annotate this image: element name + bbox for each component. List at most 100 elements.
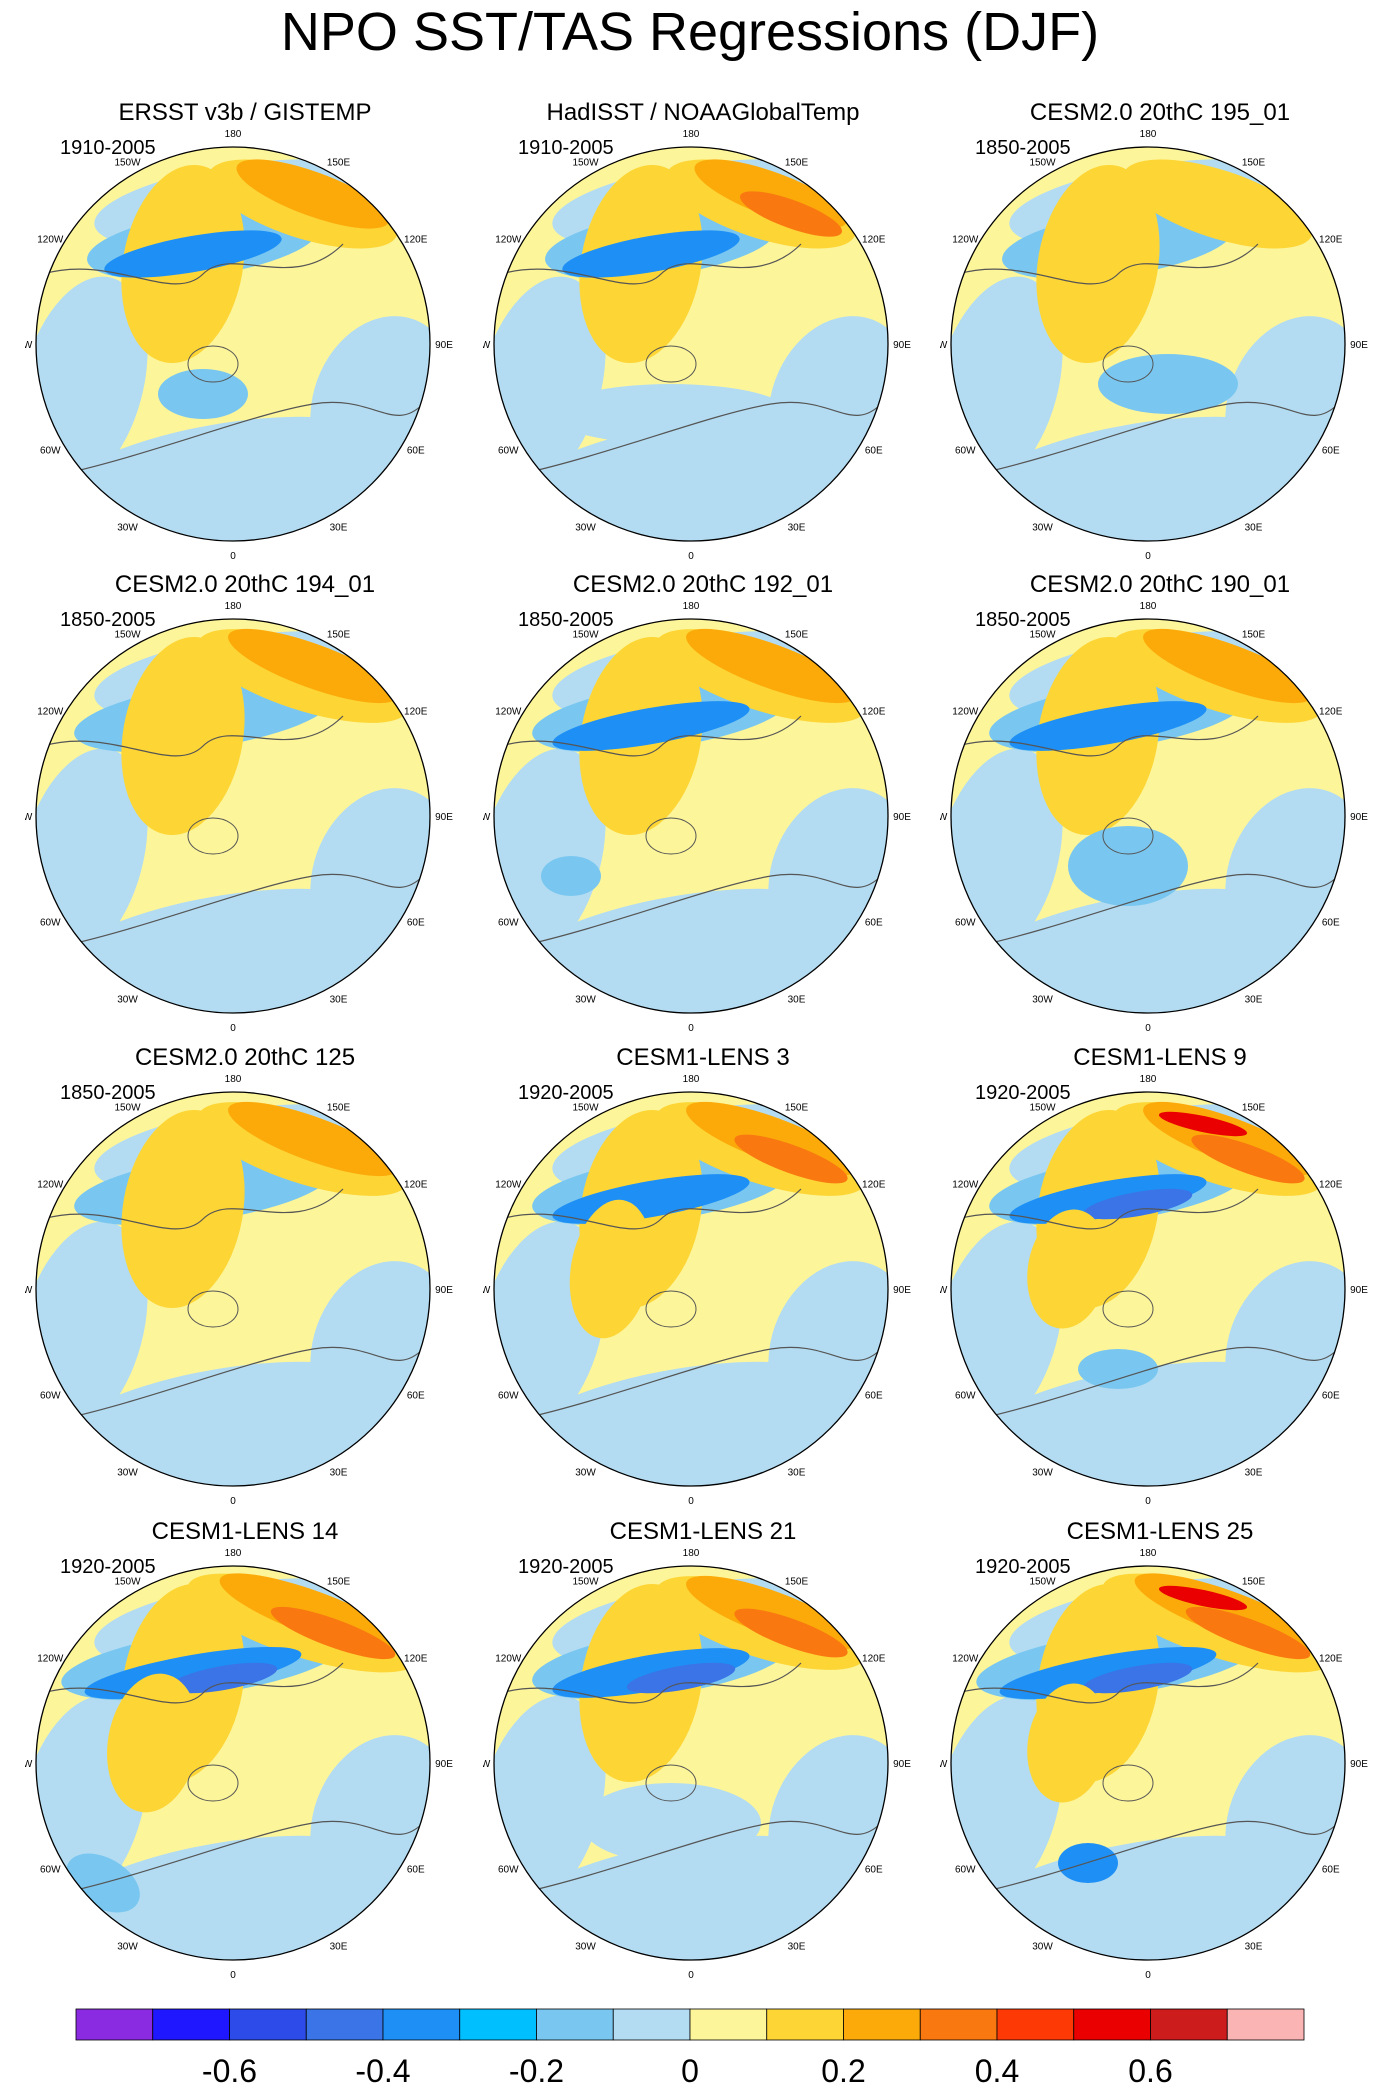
coastline — [187, 1290, 239, 1328]
longitude-label: 150E — [327, 629, 351, 640]
longitude-label: 30W — [117, 523, 138, 534]
colorbar-label: 0.6 — [1128, 2053, 1172, 2087]
longitude-label: 60E — [407, 1391, 425, 1402]
longitude-label: 60E — [1322, 918, 1340, 929]
colorbar-swatch — [152, 2008, 230, 2041]
coastline — [645, 345, 697, 383]
panel-title: CESM1-LENS 14 — [151, 1518, 339, 1545]
longitude-label: 180 — [225, 601, 242, 612]
longitude-label: 120E — [1319, 235, 1343, 246]
panel-period: 1850-2005 — [60, 609, 156, 631]
longitude-label: 120W — [952, 1180, 979, 1191]
longitude-label: 120E — [1319, 1180, 1343, 1191]
panel-period: 1920-2005 — [975, 1556, 1071, 1578]
anomaly-contour — [104, 230, 282, 278]
anomaly-contour — [541, 856, 601, 896]
anomaly-contour — [1191, 1134, 1305, 1184]
longitude-label: 150E — [1242, 629, 1266, 640]
longitude-label: 30W — [575, 995, 596, 1006]
longitude-label: 90E — [435, 340, 453, 351]
anomaly-contour — [168, 1662, 278, 1694]
longitude-label: 180 — [225, 129, 242, 140]
anomaly-contour — [1036, 164, 1160, 364]
longitude-label: 60W — [498, 1391, 519, 1402]
anomaly-contour — [236, 159, 390, 229]
longitude-label: 90W — [483, 812, 491, 823]
map-panel: 180 150E 120E 90E 60E 30E 0 30W 60W 90W 120W 150W Ha… — [483, 98, 923, 570]
longitude-label: 90W — [483, 340, 491, 351]
polar-map: 180 150E 120E 90E 60E 30E 0 30W 60W 90W 120W 150W — [940, 1548, 1368, 1981]
longitude-label: 90W — [25, 1285, 33, 1296]
longitude-label: 60E — [407, 918, 425, 929]
coastline — [1102, 345, 1154, 383]
longitude-label: 60E — [1322, 446, 1340, 457]
map-panel: 180 150E 120E 90E 60E 30E 0 30W 60W 90W 120W 150W CE… — [483, 1043, 923, 1515]
longitude-label: 30E — [788, 1942, 806, 1953]
anomaly-contour — [107, 1673, 199, 1813]
coastline — [187, 345, 239, 383]
anomaly-contour — [552, 701, 750, 751]
longitude-label: 30W — [1032, 1942, 1053, 1953]
panel-period: 1850-2005 — [975, 137, 1071, 159]
longitude-label: 60E — [1322, 1865, 1340, 1876]
polar-map: 180 150E 120E 90E 60E 30E 0 30W 60W 90W 120W 150W — [25, 1074, 453, 1507]
longitude-label: 30E — [788, 523, 806, 534]
colorbar-label: 0 — [681, 2053, 699, 2087]
coastline — [187, 1764, 239, 1802]
coastline — [957, 715, 1339, 947]
longitude-label: 150E — [327, 1576, 351, 1587]
longitude-label: 180 — [683, 129, 700, 140]
anomaly-contour — [1123, 159, 1313, 249]
map-panel: 180 150E 120E 90E 60E 30E 0 30W 60W 90W 120W 150W CE… — [940, 570, 1380, 1042]
longitude-label: 30E — [1245, 1468, 1263, 1479]
longitude-label: 60E — [407, 1865, 425, 1876]
polar-map: 180 150E 120E 90E 60E 30E 0 30W 60W 90W 120W 150W — [940, 601, 1368, 1034]
coastline — [42, 243, 424, 475]
longitude-label: 180 — [683, 1548, 700, 1559]
anomaly-contour — [551, 384, 791, 444]
longitude-label: 0 — [688, 1023, 694, 1034]
coastline — [957, 1662, 1339, 1894]
longitude-label: 120E — [404, 707, 428, 718]
map-panel: 180 150E 120E 90E 60E 30E 0 30W 60W 90W 120W 150W CE… — [25, 1043, 465, 1515]
longitude-label: 0 — [1145, 1970, 1151, 1981]
longitude-label: 150W — [114, 157, 141, 168]
panel-period: 1920-2005 — [518, 1082, 614, 1104]
longitude-label: 60E — [865, 918, 883, 929]
longitude-label: 60W — [40, 446, 61, 457]
longitude-label: 150W — [572, 157, 599, 168]
anomaly-contour — [121, 1109, 245, 1309]
longitude-label: 60E — [865, 1865, 883, 1876]
map-panel: 180 150E 120E 90E 60E 30E 0 30W 60W 90W 120W 150W CE… — [940, 98, 1380, 570]
longitude-label: 90W — [940, 340, 948, 351]
longitude-label: 90W — [940, 1759, 948, 1770]
longitude-label: 120E — [404, 1654, 428, 1665]
longitude-label: 90W — [940, 812, 948, 823]
longitude-label: 150E — [785, 157, 809, 168]
longitude-label: 30W — [575, 1942, 596, 1953]
longitude-label: 90E — [1350, 340, 1368, 351]
longitude-label: 30E — [1245, 523, 1263, 534]
map-panel: 180 150E 120E 90E 60E 30E 0 30W 60W 90W 120W 150W CE… — [25, 570, 465, 1042]
colorbar-swatch — [536, 2008, 614, 2041]
longitude-label: 90W — [940, 1285, 948, 1296]
longitude-label: 90E — [435, 1285, 453, 1296]
longitude-label: 120W — [495, 1180, 522, 1191]
map-panel: 180 150E 120E 90E 60E 30E 0 30W 60W 90W 120W 150W CE… — [940, 1043, 1380, 1515]
colorbar-label: -0.6 — [202, 2053, 257, 2087]
anomaly-contour — [228, 1101, 398, 1177]
longitude-label: 60E — [407, 446, 425, 457]
coastline — [500, 1188, 882, 1420]
longitude-label: 60E — [865, 446, 883, 457]
panel-title: CESM1-LENS 3 — [616, 1044, 790, 1071]
longitude-label: 30W — [1032, 1468, 1053, 1479]
longitude-label: 150E — [1242, 1102, 1266, 1113]
anomaly-contour — [1083, 1662, 1193, 1694]
colorbar-swatch — [459, 2008, 537, 2041]
coastline — [957, 1188, 1339, 1420]
coastline — [1102, 1764, 1154, 1802]
anomaly-contour — [740, 191, 842, 237]
colorbar-swatch — [996, 2008, 1075, 2041]
panel-period: 1920-2005 — [60, 1556, 156, 1578]
longitude-label: 60W — [40, 1865, 61, 1876]
